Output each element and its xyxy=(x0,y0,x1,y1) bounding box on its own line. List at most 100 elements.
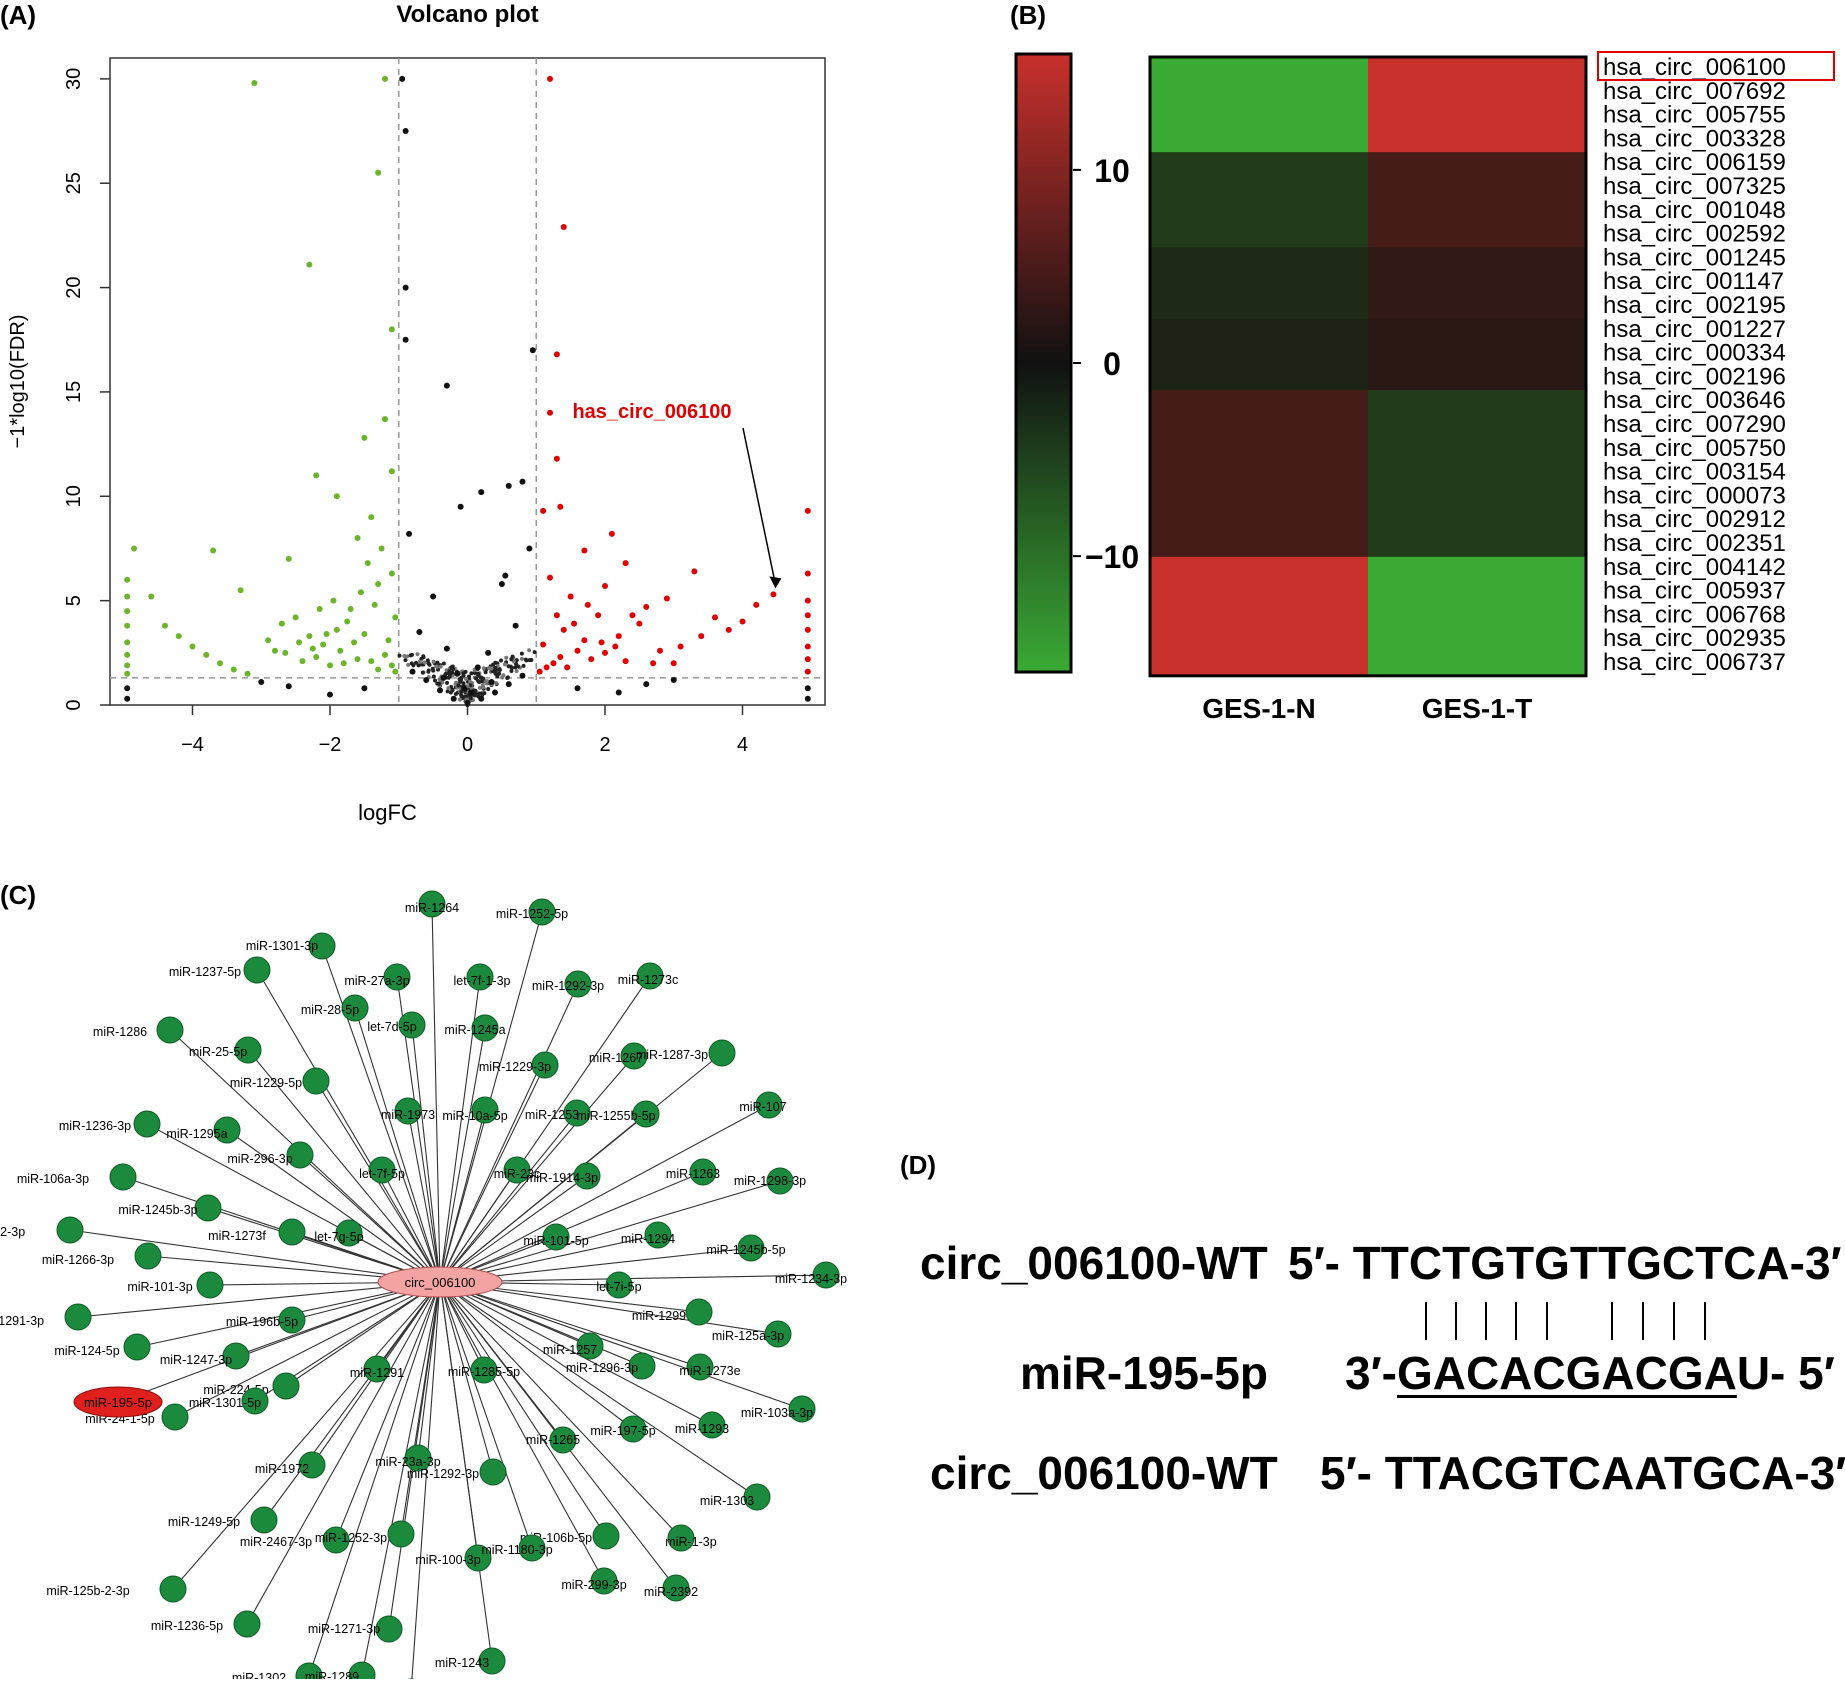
mirna-node xyxy=(592,1522,620,1550)
data-point xyxy=(354,656,361,663)
heatmap-cell xyxy=(1150,461,1369,486)
mirna-node xyxy=(478,1647,506,1675)
data-point xyxy=(450,695,457,702)
mirna-label: miR-1252-3p xyxy=(315,1531,387,1545)
data-point xyxy=(670,676,677,683)
data-point xyxy=(571,620,578,627)
ns-point xyxy=(431,668,436,673)
heatmap-cell xyxy=(1150,247,1369,272)
data-point xyxy=(643,681,650,688)
edge xyxy=(439,1171,704,1283)
annotation-arrowhead xyxy=(769,576,782,589)
mirna-label: miR-1291-3p xyxy=(0,1314,44,1328)
data-point xyxy=(670,660,677,667)
mirna-label: miR-1255b-5p xyxy=(576,1109,655,1123)
edge xyxy=(381,1169,441,1283)
series-points xyxy=(124,75,811,706)
mirna-label: miR-1234-3p xyxy=(775,1272,847,1286)
row-label: hsa_circ_002912 xyxy=(1603,506,1786,533)
mirna-label: miR-1287-3p xyxy=(636,1048,708,1062)
color-key xyxy=(1014,52,1073,674)
edge xyxy=(411,1024,441,1283)
data-point xyxy=(124,639,131,646)
mirna-label: let-7i-5p xyxy=(596,1280,641,1294)
data-point xyxy=(375,666,382,673)
data-point xyxy=(296,639,303,646)
ns-point xyxy=(453,691,458,696)
data-point xyxy=(423,676,430,683)
ns-point xyxy=(435,660,440,665)
ns-point xyxy=(426,661,431,666)
mirna-label: miR-1303 xyxy=(700,1494,754,1508)
data-point xyxy=(553,612,560,619)
data-point xyxy=(124,576,131,583)
data-point xyxy=(615,633,622,640)
ns-point xyxy=(467,679,472,684)
ns-point xyxy=(494,680,499,685)
row-label: hsa_circ_001147 xyxy=(1603,268,1784,295)
mirna-node xyxy=(766,1167,794,1195)
ns-point xyxy=(499,658,504,663)
edge xyxy=(207,1207,441,1283)
ns-point xyxy=(479,679,484,684)
data-point xyxy=(203,651,210,658)
mirna-node xyxy=(418,890,446,918)
mirna-label: miR-1229-5p xyxy=(230,1076,302,1090)
data-point xyxy=(650,660,657,667)
data-point xyxy=(175,633,182,640)
data-point xyxy=(388,570,395,577)
mirna-node xyxy=(466,963,494,991)
mirna-node xyxy=(667,1524,695,1552)
edges xyxy=(69,903,827,1684)
data-point xyxy=(392,668,399,675)
data-point xyxy=(547,409,553,416)
edge xyxy=(439,1281,634,1430)
edge xyxy=(439,1281,494,1473)
data-point xyxy=(378,545,385,552)
mirna-node xyxy=(322,1526,350,1554)
mirna-label: miR-1236-5p xyxy=(151,1619,223,1633)
ns-point xyxy=(459,693,464,698)
panel-label-a: (A) xyxy=(0,0,36,30)
mirna-label: miR-1267 xyxy=(589,1051,643,1065)
heatmap-cell xyxy=(1150,152,1369,177)
data-point xyxy=(691,568,698,575)
edge xyxy=(77,1281,441,1318)
mirna-node xyxy=(383,963,411,991)
row2-suffix: U- 5′ xyxy=(1736,1347,1835,1399)
ns-point xyxy=(445,680,450,685)
ns-point xyxy=(448,690,453,695)
mirna-node xyxy=(628,1352,656,1380)
mirna-label: miR-196b-5p xyxy=(226,1315,298,1329)
heatmap-cell xyxy=(1150,104,1369,129)
x-tick-label: 0 xyxy=(462,734,473,756)
panel-label-b: (B) xyxy=(1010,0,1046,30)
data-point xyxy=(244,670,251,677)
plot-frame xyxy=(109,57,826,706)
y-tick-label: 5 xyxy=(63,595,85,606)
y-tick-label: 15 xyxy=(63,381,85,403)
edge xyxy=(321,945,441,1283)
heatmap-cell xyxy=(1150,604,1369,629)
mirna-label: miR-1247-3p xyxy=(160,1353,232,1367)
heatmap-cell xyxy=(1368,556,1587,582)
mirna-label: miR-1302 xyxy=(232,1671,286,1679)
mirna-node xyxy=(576,1332,604,1360)
data-point xyxy=(553,455,560,462)
y-tick-label: 20 xyxy=(63,276,85,298)
heatmap-cell xyxy=(1368,604,1587,629)
edge xyxy=(247,1049,441,1283)
mirna-node xyxy=(375,1615,403,1643)
heatmap-cell xyxy=(1368,390,1587,415)
data-point xyxy=(804,597,811,604)
mirna-label: miR-1291 xyxy=(350,1366,404,1380)
mirna-label: miR-1263 xyxy=(666,1167,720,1181)
data-point xyxy=(557,503,564,510)
data-point xyxy=(622,560,629,567)
ns-point xyxy=(477,685,482,690)
mirna-node xyxy=(194,1194,222,1222)
data-point xyxy=(543,664,550,671)
heatmap-cell xyxy=(1150,128,1369,153)
data-point xyxy=(770,591,777,598)
heatmap-cell xyxy=(1150,223,1369,248)
